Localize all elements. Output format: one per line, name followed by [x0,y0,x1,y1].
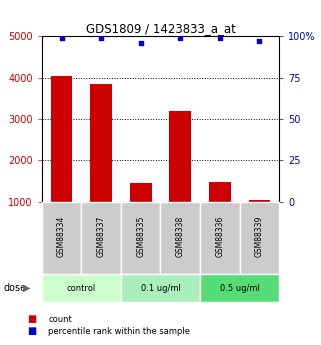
Text: GSM88337: GSM88337 [97,216,106,257]
Bar [248,200,270,202]
Text: 0.1 ug/ml: 0.1 ug/ml [141,284,180,293]
Bar [169,111,191,202]
Bar [160,202,200,274]
Text: control: control [67,284,96,293]
Text: GSM88335: GSM88335 [136,216,145,257]
Point [138,40,143,46]
Text: GSM88338: GSM88338 [176,216,185,257]
Text: percentile rank within the sample: percentile rank within the sample [48,327,190,336]
Bar [51,76,73,202]
Title: GDS1809 / 1423833_a_at: GDS1809 / 1423833_a_at [86,22,235,35]
Bar [200,274,279,302]
Bar [240,202,279,274]
Point [257,38,262,44]
Bar [81,202,121,274]
Point [178,35,183,41]
Bar [121,202,160,274]
Bar [42,274,121,302]
Bar [130,183,152,202]
Text: GSM88334: GSM88334 [57,216,66,257]
Text: 0.5 ug/ml: 0.5 ug/ml [220,284,260,293]
Bar [200,202,240,274]
Bar [42,202,81,274]
Bar [209,182,231,202]
Bar [90,84,112,202]
Text: ▶: ▶ [23,283,30,293]
Text: dose: dose [3,283,26,293]
Point [59,35,64,41]
Text: GSM88339: GSM88339 [255,216,264,257]
Point [217,35,222,41]
Bar [121,274,200,302]
Point [99,35,104,41]
Text: GSM88336: GSM88336 [215,216,224,257]
Text: count: count [48,315,72,324]
Text: ■: ■ [27,326,37,336]
Text: ■: ■ [27,314,37,324]
